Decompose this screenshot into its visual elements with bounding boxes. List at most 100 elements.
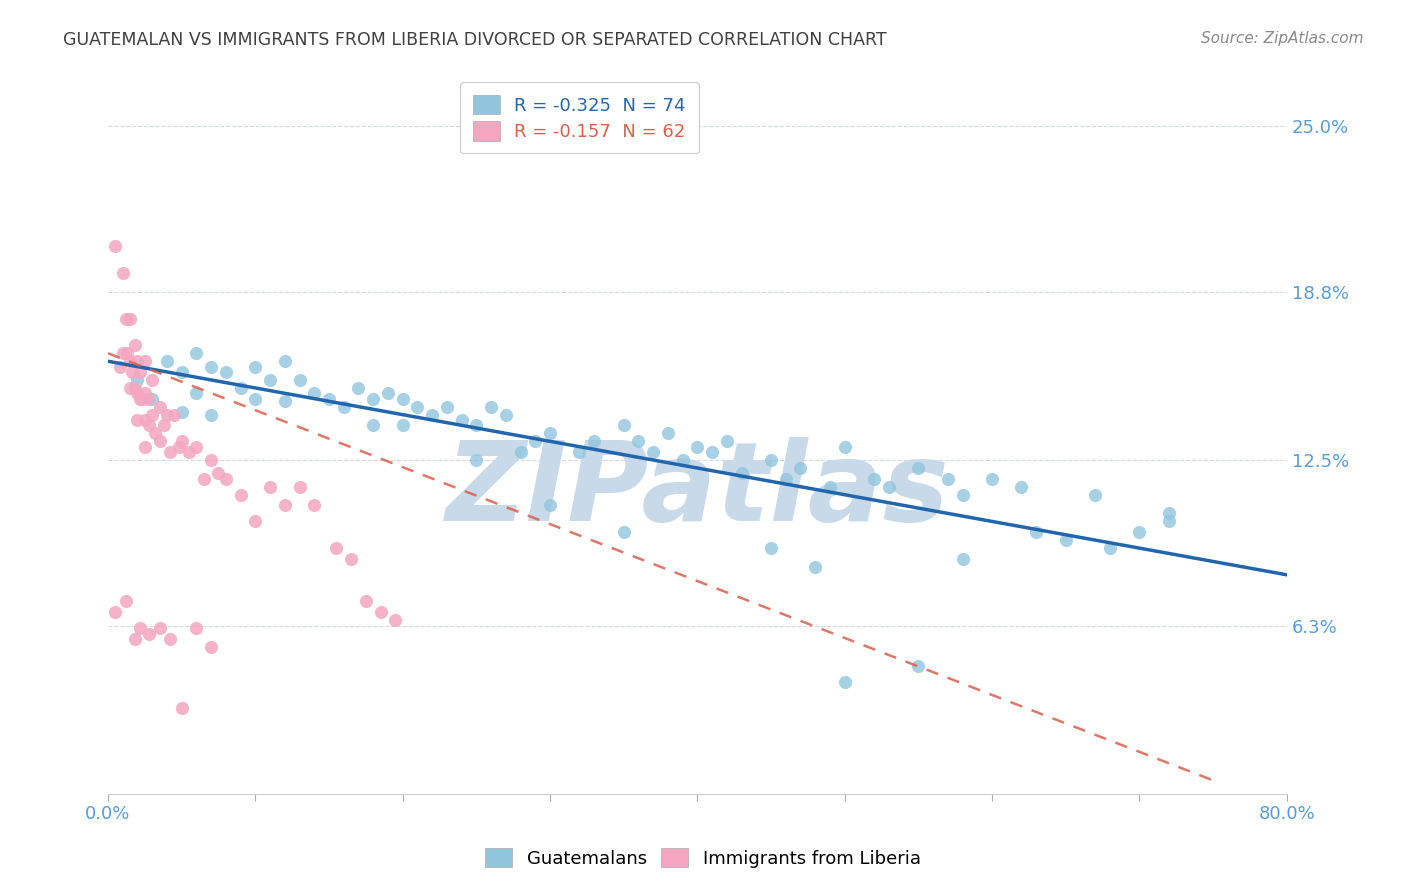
Point xyxy=(643,445,665,459)
Point xyxy=(134,440,156,454)
Point xyxy=(347,381,370,395)
Point xyxy=(700,445,723,459)
Point xyxy=(148,621,170,635)
Point xyxy=(186,440,208,454)
Point xyxy=(200,359,222,374)
Point xyxy=(167,440,190,454)
Point xyxy=(288,373,311,387)
Point xyxy=(1084,488,1107,502)
Point xyxy=(200,408,222,422)
Point xyxy=(124,381,146,395)
Point xyxy=(686,440,709,454)
Point xyxy=(159,632,181,646)
Point xyxy=(141,392,163,406)
Point xyxy=(156,408,179,422)
Point xyxy=(170,365,193,379)
Point xyxy=(200,640,222,654)
Point xyxy=(200,453,222,467)
Point xyxy=(907,658,929,673)
Point xyxy=(114,594,136,608)
Point xyxy=(134,386,156,401)
Point xyxy=(863,472,886,486)
Point xyxy=(148,434,170,449)
Point xyxy=(108,359,131,374)
Point xyxy=(170,701,193,715)
Point xyxy=(215,365,238,379)
Point xyxy=(361,392,384,406)
Point xyxy=(114,311,136,326)
Point xyxy=(834,440,856,454)
Point xyxy=(436,400,458,414)
Point xyxy=(259,373,281,387)
Point xyxy=(121,365,143,379)
Point xyxy=(229,381,252,395)
Point xyxy=(538,499,561,513)
Text: GUATEMALAN VS IMMIGRANTS FROM LIBERIA DIVORCED OR SEPARATED CORRELATION CHART: GUATEMALAN VS IMMIGRANTS FROM LIBERIA DI… xyxy=(63,31,887,49)
Point xyxy=(775,472,797,486)
Point xyxy=(186,346,208,360)
Point xyxy=(332,400,354,414)
Point xyxy=(304,499,326,513)
Point xyxy=(163,408,186,422)
Point xyxy=(759,541,782,555)
Point xyxy=(124,632,146,646)
Point xyxy=(627,434,650,449)
Point xyxy=(177,445,200,459)
Point xyxy=(406,400,429,414)
Point xyxy=(1157,507,1180,521)
Point xyxy=(153,418,176,433)
Point xyxy=(1128,525,1150,540)
Point xyxy=(136,392,159,406)
Point xyxy=(129,365,152,379)
Point xyxy=(245,359,267,374)
Point xyxy=(804,559,827,574)
Point xyxy=(377,386,399,401)
Point xyxy=(127,413,149,427)
Point xyxy=(274,354,297,368)
Legend: R = -0.325  N = 74, R = -0.157  N = 62: R = -0.325 N = 74, R = -0.157 N = 62 xyxy=(460,82,699,153)
Point xyxy=(877,480,900,494)
Point xyxy=(274,394,297,409)
Point xyxy=(143,426,166,441)
Point xyxy=(186,621,208,635)
Point xyxy=(134,413,156,427)
Point xyxy=(141,408,163,422)
Point xyxy=(936,472,959,486)
Point xyxy=(568,445,591,459)
Point xyxy=(583,434,606,449)
Point xyxy=(361,418,384,433)
Point xyxy=(420,408,443,422)
Point xyxy=(104,605,127,619)
Point xyxy=(465,418,488,433)
Point xyxy=(304,386,326,401)
Point xyxy=(274,499,297,513)
Point xyxy=(981,472,1004,486)
Point xyxy=(111,346,134,360)
Point xyxy=(120,381,142,395)
Point xyxy=(159,445,181,459)
Point xyxy=(193,472,215,486)
Point xyxy=(138,418,160,433)
Point xyxy=(120,311,142,326)
Point xyxy=(340,551,363,566)
Point xyxy=(354,594,377,608)
Point xyxy=(907,461,929,475)
Point xyxy=(391,392,413,406)
Point xyxy=(127,386,149,401)
Point xyxy=(657,426,679,441)
Point xyxy=(129,392,152,406)
Point xyxy=(1011,480,1033,494)
Point xyxy=(613,525,636,540)
Point xyxy=(789,461,811,475)
Point xyxy=(1098,541,1121,555)
Point xyxy=(495,408,517,422)
Point xyxy=(509,445,531,459)
Point xyxy=(207,467,229,481)
Point xyxy=(104,239,127,253)
Point xyxy=(538,426,561,441)
Point xyxy=(229,488,252,502)
Point xyxy=(127,354,149,368)
Point xyxy=(134,354,156,368)
Point xyxy=(818,480,841,494)
Point xyxy=(245,392,267,406)
